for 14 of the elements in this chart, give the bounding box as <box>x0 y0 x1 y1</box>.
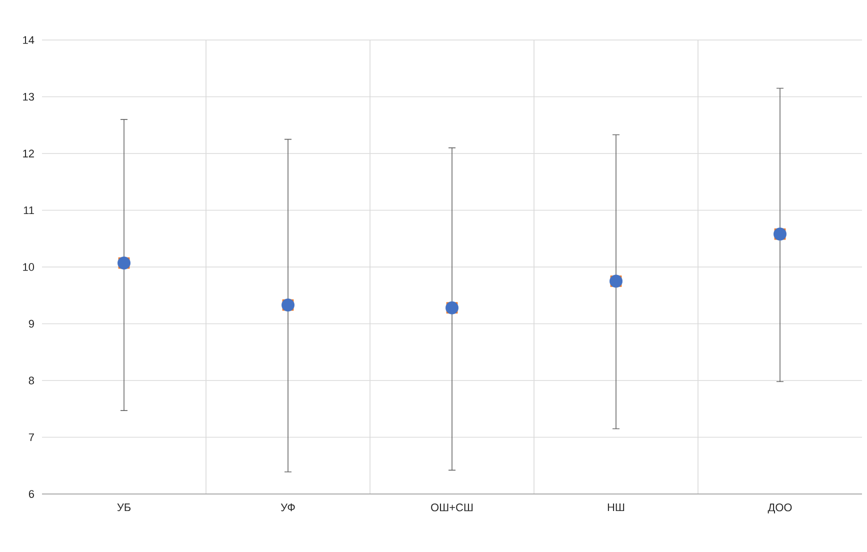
x-tick-label: УФ <box>280 504 295 512</box>
y-tick-label: 10 <box>23 263 34 271</box>
y-tick-label: 12 <box>23 150 34 158</box>
y-tick-label: 9 <box>28 320 34 328</box>
x-tick-label: ОШ+СШ <box>431 504 473 512</box>
y-tick-label: 14 <box>23 36 34 44</box>
x-tick-label: УБ <box>117 504 131 512</box>
x-tick-label: НШ <box>608 504 624 512</box>
y-tick-label: 6 <box>28 490 34 498</box>
x-tick-label: ДОО <box>768 504 792 514</box>
y-tick-label: 7 <box>28 433 34 442</box>
y-tick-label: 13 <box>23 92 34 101</box>
y-tick-label: 11 <box>24 206 34 214</box>
y-tick-label: 8 <box>28 376 34 384</box>
